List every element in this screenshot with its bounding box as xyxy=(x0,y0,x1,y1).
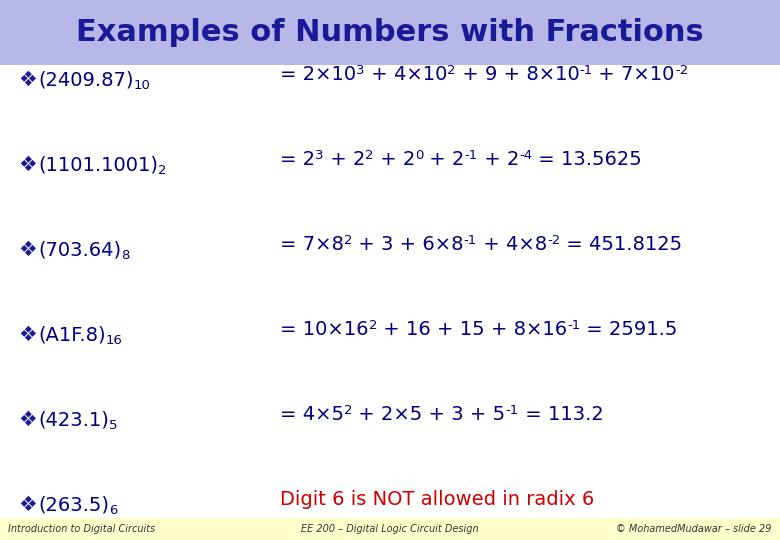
Text: + 2×5 + 3 + 5: + 2×5 + 3 + 5 xyxy=(353,405,505,424)
Text: + 2: + 2 xyxy=(374,150,415,169)
Text: Examples of Numbers with Fractions: Examples of Numbers with Fractions xyxy=(76,18,704,47)
Text: 2: 2 xyxy=(368,319,377,332)
Text: ❖: ❖ xyxy=(18,410,37,430)
Text: 2: 2 xyxy=(365,149,374,162)
Text: 2: 2 xyxy=(344,404,353,417)
Text: = 7×8: = 7×8 xyxy=(280,235,344,254)
Text: ❖: ❖ xyxy=(18,240,37,260)
Text: = 13.5625: = 13.5625 xyxy=(533,150,642,169)
Text: ❖: ❖ xyxy=(18,325,37,345)
Text: -1: -1 xyxy=(580,64,593,77)
Text: + 7×10: + 7×10 xyxy=(593,65,675,84)
Text: (263.5): (263.5) xyxy=(38,496,109,515)
Text: 2: 2 xyxy=(158,164,166,177)
Text: -4: -4 xyxy=(519,149,533,162)
Text: = 4×5: = 4×5 xyxy=(280,405,344,424)
Text: 2: 2 xyxy=(344,234,353,247)
Text: + 9 + 8×10: + 9 + 8×10 xyxy=(456,65,580,84)
Text: + 2: + 2 xyxy=(324,150,365,169)
Text: -1: -1 xyxy=(505,404,519,417)
Text: ❖: ❖ xyxy=(18,495,37,515)
Text: (423.1): (423.1) xyxy=(38,410,109,429)
Text: 5: 5 xyxy=(109,419,117,432)
Text: ❖: ❖ xyxy=(18,70,37,90)
Text: -1: -1 xyxy=(567,319,580,332)
Text: 6: 6 xyxy=(109,504,117,517)
Text: = 2: = 2 xyxy=(280,150,315,169)
Bar xyxy=(0,518,780,540)
Text: Digit 6 is NOT allowed in radix 6: Digit 6 is NOT allowed in radix 6 xyxy=(280,490,594,509)
Text: -1: -1 xyxy=(464,234,477,247)
Text: 0: 0 xyxy=(415,149,424,162)
Text: 8: 8 xyxy=(121,249,129,262)
Text: + 4×8: + 4×8 xyxy=(477,235,548,254)
Text: = 113.2: = 113.2 xyxy=(519,405,604,424)
Text: 3: 3 xyxy=(356,64,364,77)
Text: + 2: + 2 xyxy=(478,150,519,169)
Text: (703.64): (703.64) xyxy=(38,240,121,260)
Bar xyxy=(0,0,780,65)
Text: -2: -2 xyxy=(548,234,561,247)
Text: + 2: + 2 xyxy=(424,150,465,169)
Text: 10: 10 xyxy=(133,79,151,92)
Text: ❖: ❖ xyxy=(18,155,37,175)
Text: 3: 3 xyxy=(315,149,324,162)
Text: © MohamedMudawar – slide 29: © MohamedMudawar – slide 29 xyxy=(616,524,772,534)
Text: (A1F.8): (A1F.8) xyxy=(38,326,105,345)
Text: (2409.87): (2409.87) xyxy=(38,71,133,90)
Text: + 16 + 15 + 8×16: + 16 + 15 + 8×16 xyxy=(377,320,567,339)
Text: EE 200 – Digital Logic Circuit Design: EE 200 – Digital Logic Circuit Design xyxy=(301,524,479,534)
Text: = 451.8125: = 451.8125 xyxy=(561,235,682,254)
Text: = 2591.5: = 2591.5 xyxy=(580,320,678,339)
Text: = 2×10: = 2×10 xyxy=(280,65,356,84)
Text: 2: 2 xyxy=(447,64,456,77)
Text: 16: 16 xyxy=(105,334,122,347)
Text: -2: -2 xyxy=(675,64,688,77)
Text: + 3 + 6×8: + 3 + 6×8 xyxy=(353,235,464,254)
Text: = 10×16: = 10×16 xyxy=(280,320,368,339)
Text: -1: -1 xyxy=(465,149,478,162)
Text: Introduction to Digital Circuits: Introduction to Digital Circuits xyxy=(8,524,155,534)
Text: (1101.1001): (1101.1001) xyxy=(38,156,158,174)
Text: + 4×10: + 4×10 xyxy=(364,65,447,84)
